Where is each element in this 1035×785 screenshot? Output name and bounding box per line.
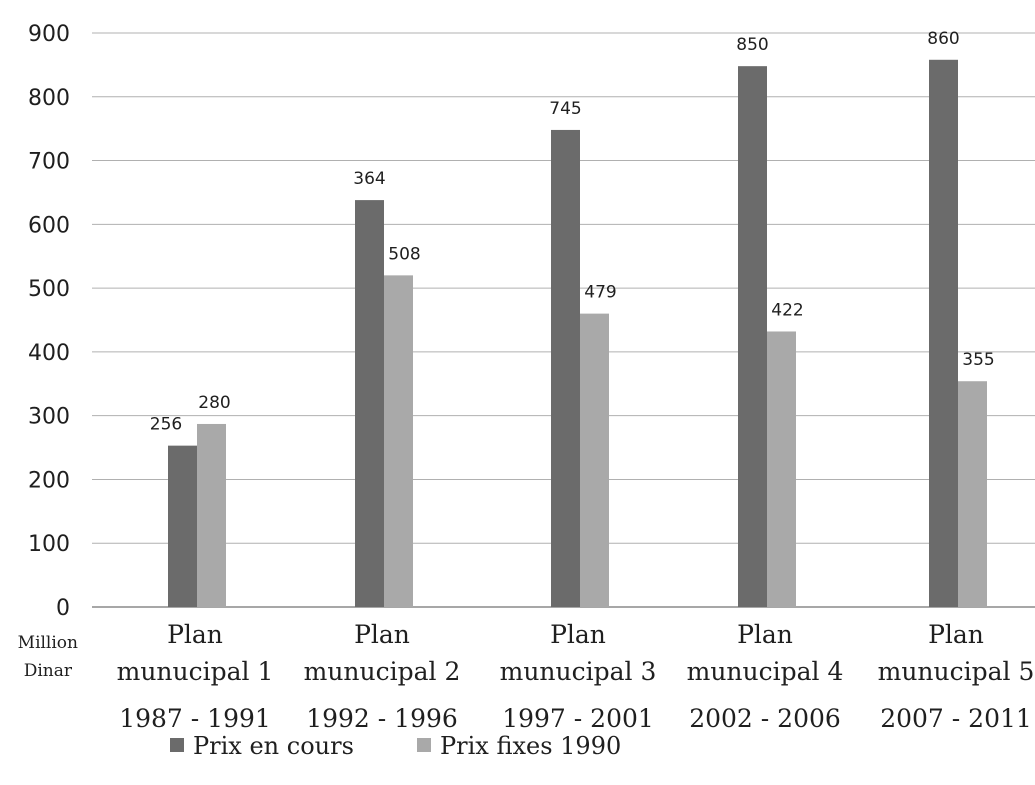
y-tick-label: 500	[28, 277, 70, 302]
y-tick-label: 400	[28, 341, 70, 366]
bar-prix-fixes-1990	[197, 423, 226, 607]
data-label: 280	[198, 393, 230, 413]
y-unit-line-2: Dinar	[24, 661, 73, 681]
x-category-label: Plan	[737, 620, 793, 649]
bar-prix-en-cours	[355, 200, 384, 607]
data-label: 364	[353, 169, 385, 189]
data-label: 745	[549, 99, 581, 119]
x-category-label: munucipal 5	[878, 657, 1035, 686]
x-category-label: 1987 - 1991	[119, 704, 271, 733]
x-axis-categories: Plan munucipal 1 1987 - 1991 Plan munucipal …	[117, 620, 1035, 733]
y-tick-label: 600	[28, 213, 70, 238]
x-category-label: munucipal 3	[500, 657, 657, 686]
data-label: 479	[584, 283, 616, 303]
legend-swatch-prix-fixes-1990	[417, 738, 431, 752]
data-label: 508	[388, 244, 420, 264]
data-label: 355	[962, 350, 994, 370]
legend: Prix en cours Prix fixes 1990	[170, 732, 621, 760]
bar-prix-fixes-1990	[580, 313, 609, 607]
x-category-label: Plan	[167, 620, 223, 649]
legend-item-prix-fixes-1990: Prix fixes 1990	[417, 732, 621, 760]
x-category-label: munucipal 4	[687, 657, 844, 686]
x-category-label: 2007 - 2011	[880, 704, 1032, 733]
bar-prix-en-cours	[929, 59, 958, 607]
y-axis-ticks: 0 100 200 300 400 500 600 700 800 900	[28, 22, 70, 621]
data-label: 422	[771, 300, 803, 320]
y-tick-label: 700	[28, 150, 70, 175]
data-label: 860	[927, 29, 959, 49]
x-category-label: Plan	[928, 620, 984, 649]
bar-prix-fixes-1990	[384, 275, 413, 607]
bars	[168, 59, 987, 608]
x-category-label: munucipal 2	[304, 657, 461, 686]
x-category-label: Plan	[354, 620, 410, 649]
x-category-label: Plan	[550, 620, 606, 649]
x-category-label: 2002 - 2006	[689, 704, 841, 733]
y-tick-label: 0	[56, 596, 70, 621]
data-label: 256	[150, 415, 182, 435]
legend-item-prix-en-cours: Prix en cours	[170, 732, 354, 760]
x-category-label: munucipal 1	[117, 657, 274, 686]
legend-swatch-prix-en-cours	[170, 738, 184, 752]
bar-prix-en-cours	[738, 66, 767, 608]
x-category-label: 1992 - 1996	[306, 704, 458, 733]
y-tick-label: 800	[28, 86, 70, 111]
y-axis-unit-label: Million Dinar	[18, 633, 78, 681]
y-tick-label: 300	[28, 405, 70, 430]
bar-prix-en-cours	[551, 129, 580, 608]
y-tick-label: 200	[28, 468, 70, 493]
legend-label-prix-fixes-1990: Prix fixes 1990	[440, 732, 621, 760]
bar-prix-en-cours	[168, 445, 197, 607]
data-labels: 256 364 745 850 860 280 508 479 422 355	[150, 29, 995, 435]
legend-label-prix-en-cours: Prix en cours	[193, 732, 354, 760]
bar-prix-fixes-1990	[767, 331, 796, 607]
y-tick-label: 900	[28, 22, 70, 47]
bar-prix-fixes-1990	[958, 381, 987, 607]
y-unit-line-1: Million	[18, 633, 78, 653]
y-tick-label: 100	[28, 532, 70, 557]
data-label: 850	[736, 35, 768, 55]
x-category-label: 1997 - 2001	[502, 704, 654, 733]
